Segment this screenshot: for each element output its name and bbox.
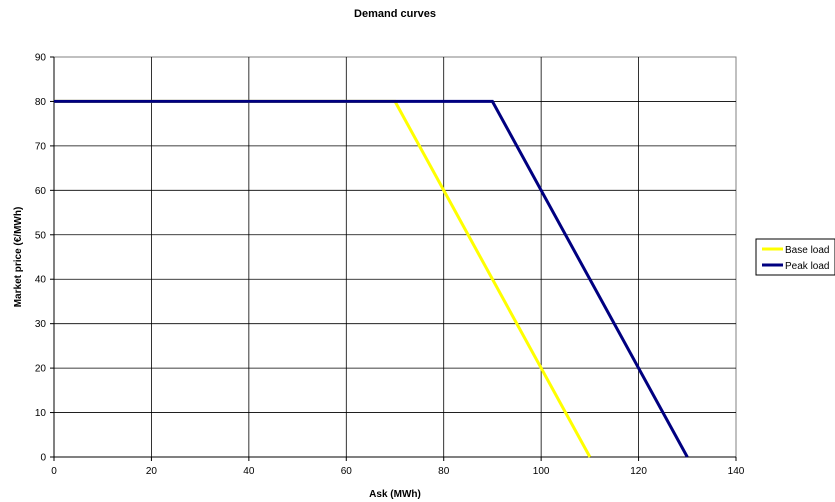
y-axis-label: Market price (€/MWh) (13, 207, 24, 308)
y-tick-label-70: 70 (35, 141, 47, 152)
x-tick-label-0: 0 (51, 466, 57, 477)
series-line-peak-load (54, 99, 689, 458)
legend-label-peak-load: Peak load (785, 261, 829, 272)
y-tick-label-30: 30 (35, 319, 47, 330)
x-tick-label-120: 120 (630, 466, 647, 477)
y-tick-label-0: 0 (40, 453, 46, 464)
y-tick-labels: 0 10 20 30 40 50 60 70 80 90 (35, 53, 54, 464)
legend-box (755, 238, 835, 276)
legend: Base load Peak load (755, 238, 835, 276)
x-tick-label-40: 40 (243, 466, 255, 477)
y-tick-label-50: 50 (35, 230, 47, 241)
x-tick-label-140: 140 (728, 466, 745, 477)
y-tick-label-40: 40 (35, 275, 47, 286)
series-lines (54, 99, 689, 458)
y-tick-label-60: 60 (35, 186, 47, 197)
x-tick-label-80: 80 (438, 466, 450, 477)
legend-label-base-load: Base load (785, 245, 829, 256)
plot-area (53, 56, 737, 458)
x-tick-label-100: 100 (533, 466, 550, 477)
x-tick-label-20: 20 (146, 466, 158, 477)
x-tick-labels: 0 20 40 60 80 100 120 140 (51, 457, 745, 477)
y-tick-label-10: 10 (35, 408, 47, 419)
y-tick-label-20: 20 (35, 364, 47, 375)
x-tick-label-60: 60 (341, 466, 353, 477)
y-tick-label-80: 80 (35, 97, 47, 108)
y-tick-label-90: 90 (35, 53, 47, 64)
gridlines (53, 57, 736, 458)
x-axis-label: Ask (MWh) (369, 489, 421, 500)
chart-title: Demand curves (354, 8, 436, 20)
